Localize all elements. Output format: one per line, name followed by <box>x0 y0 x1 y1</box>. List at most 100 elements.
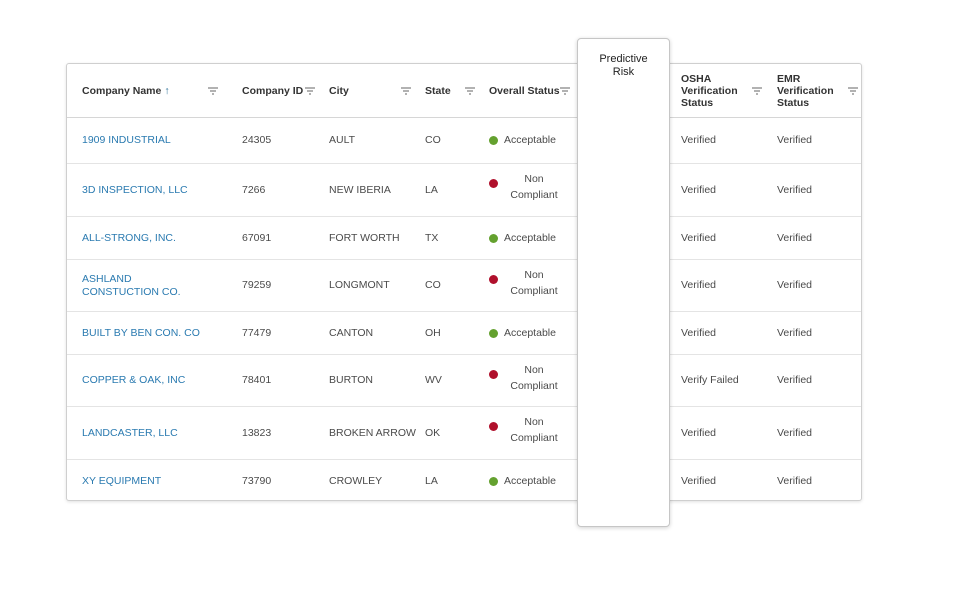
city-cell: AULT <box>329 134 356 146</box>
emr-status-cell: Verified <box>777 474 813 487</box>
table-row[interactable]: ASHLAND CONSTUCTION CO. 79259 LONGMONT CO No… <box>67 260 861 312</box>
filter-icon[interactable] <box>560 87 570 95</box>
state-cell: OH <box>425 326 441 339</box>
status-dot-icon <box>489 369 498 379</box>
emr-status-cell: Verified <box>777 326 813 339</box>
table-row[interactable]: 1909 INDUSTRIAL 24305 AULT CO Acceptable Veri… <box>67 118 861 164</box>
status-label: Non Compliant <box>510 268 558 297</box>
filter-icon[interactable] <box>752 87 762 95</box>
company-name-link[interactable]: ASHLAND CONSTUCTION CO. <box>82 272 181 298</box>
emr-status-cell: Verified <box>777 279 813 291</box>
table-row[interactable]: COPPER & OAK, INC 78401 BURTON WV Non Compli… <box>67 355 861 407</box>
status-indicator: Non Compliant <box>489 364 564 394</box>
city-cell: CROWLEY <box>329 474 383 487</box>
overall-status-cell: Acceptable <box>489 217 556 259</box>
col-header-company-name[interactable]: Company Name ↑ <box>82 64 227 118</box>
state-cell: LA <box>425 183 438 196</box>
col-header-company-id-label: Company ID <box>242 85 304 97</box>
filter-icon[interactable] <box>208 87 218 95</box>
overall-status-cell: Non Compliant <box>489 355 564 406</box>
company-name-cell: 1909 INDUSTRIAL <box>82 118 210 163</box>
status-dot-icon <box>489 179 498 188</box>
city-cell: BURTON <box>329 374 373 386</box>
col-header-state[interactable]: State <box>425 64 477 118</box>
status-label: Non Compliant <box>510 416 558 444</box>
table-row[interactable]: 3D INSPECTION, LLC 7266 NEW IBERIA LA Non Co… <box>67 164 861 217</box>
osha-status-cell: Verified <box>681 231 717 244</box>
overall-status-cell: Acceptable <box>489 118 556 163</box>
company-name-link[interactable]: 3D INSPECTION, LLC <box>82 183 188 196</box>
overall-status-cell: Non Compliant <box>489 260 564 311</box>
filter-icon[interactable] <box>848 87 858 95</box>
company-name-link[interactable]: XY EQUIPMENT <box>82 474 162 487</box>
col-header-city[interactable]: City <box>329 64 414 118</box>
company-id-cell: 24305 <box>242 134 272 146</box>
company-name-link[interactable]: 1909 INDUSTRIAL <box>82 134 171 146</box>
status-dot-icon <box>489 422 498 431</box>
table-row[interactable]: XY EQUIPMENT 73790 CROWLEY LA Acceptable Veri… <box>67 460 861 502</box>
status-indicator: Non Compliant <box>489 416 564 446</box>
filter-icon[interactable] <box>465 87 475 95</box>
company-id-cell: 7266 <box>242 183 266 196</box>
state-cell: LA <box>425 474 438 487</box>
company-id-cell: 78401 <box>242 374 272 386</box>
col-header-osha-label: OSHA Verification Status <box>681 73 738 109</box>
table-row[interactable]: LANDCASTER, LLC 13823 BROKEN ARROW OK Non Co… <box>67 407 861 460</box>
filter-icon[interactable] <box>401 87 411 95</box>
state-cell: OK <box>425 426 441 439</box>
osha-status-cell: Verify Failed <box>681 374 739 386</box>
col-header-company-name-label: Company Name <box>82 85 162 97</box>
table-row[interactable]: ALL-STRONG, INC. 67091 FORT WORTH TX Accepta… <box>67 217 861 260</box>
company-name-cell: XY EQUIPMENT <box>82 460 210 502</box>
osha-status-cell: Verified <box>681 326 717 339</box>
predictive-risk-column[interactable]: Predictive Risk <box>577 38 670 527</box>
state-cell: TX <box>425 231 439 244</box>
company-name-cell: ALL-STRONG, INC. <box>82 217 210 259</box>
col-header-state-label: State <box>425 85 451 97</box>
company-id-cell: 67091 <box>242 231 272 244</box>
state-cell: CO <box>425 279 441 291</box>
city-cell: LONGMONT <box>329 279 390 291</box>
status-dot-icon <box>489 328 498 338</box>
company-name-link[interactable]: BUILT BY BEN CON. CO <box>82 326 200 339</box>
status-label: Acceptable <box>504 326 556 339</box>
overall-status-cell: Non Compliant <box>489 407 564 459</box>
filter-icon[interactable] <box>305 87 315 95</box>
osha-status-cell: Verified <box>681 183 717 196</box>
status-indicator: Acceptable <box>489 327 556 340</box>
city-cell: BROKEN ARROW <box>329 426 416 439</box>
status-label: Acceptable <box>504 134 556 146</box>
company-id-cell: 13823 <box>242 426 272 439</box>
osha-status-cell: Verified <box>681 279 717 291</box>
status-label: Non Compliant <box>510 173 558 201</box>
status-label: Acceptable <box>504 231 556 244</box>
sort-ascending-icon[interactable]: ↑ <box>164 85 170 97</box>
col-header-osha[interactable]: OSHA Verification Status <box>681 64 765 118</box>
status-dot-icon <box>489 274 498 284</box>
emr-status-cell: Verified <box>777 374 813 386</box>
status-dot-icon <box>489 233 498 243</box>
status-dot-icon <box>489 476 498 486</box>
col-header-company-id[interactable]: Company ID <box>242 64 322 118</box>
company-name-cell: COPPER & OAK, INC <box>82 355 210 406</box>
company-name-link[interactable]: COPPER & OAK, INC <box>82 374 186 386</box>
company-name-link[interactable]: ALL-STRONG, INC. <box>82 231 176 244</box>
company-id-cell: 73790 <box>242 474 272 487</box>
status-indicator: Acceptable <box>489 134 556 147</box>
company-name-cell: 3D INSPECTION, LLC <box>82 164 210 216</box>
state-cell: CO <box>425 134 441 146</box>
company-name-cell: LANDCASTER, LLC <box>82 407 210 459</box>
company-name-link[interactable]: LANDCASTER, LLC <box>82 426 178 439</box>
table-row[interactable]: BUILT BY BEN CON. CO 77479 CANTON OH Accepta… <box>67 312 861 355</box>
company-name-cell: ASHLAND CONSTUCTION CO. <box>82 260 210 311</box>
emr-status-cell: Verified <box>777 231 813 244</box>
status-label: Acceptable <box>504 474 556 487</box>
status-label: Non Compliant <box>510 363 558 392</box>
col-header-overall-status[interactable]: Overall Status <box>489 64 574 118</box>
company-name-cell: BUILT BY BEN CON. CO <box>82 312 210 354</box>
status-indicator: Acceptable <box>489 232 556 245</box>
col-header-emr[interactable]: EMR Verification Status <box>777 64 861 118</box>
status-indicator: Acceptable <box>489 475 556 488</box>
city-cell: NEW IBERIA <box>329 183 391 196</box>
status-indicator: Non Compliant <box>489 173 564 203</box>
